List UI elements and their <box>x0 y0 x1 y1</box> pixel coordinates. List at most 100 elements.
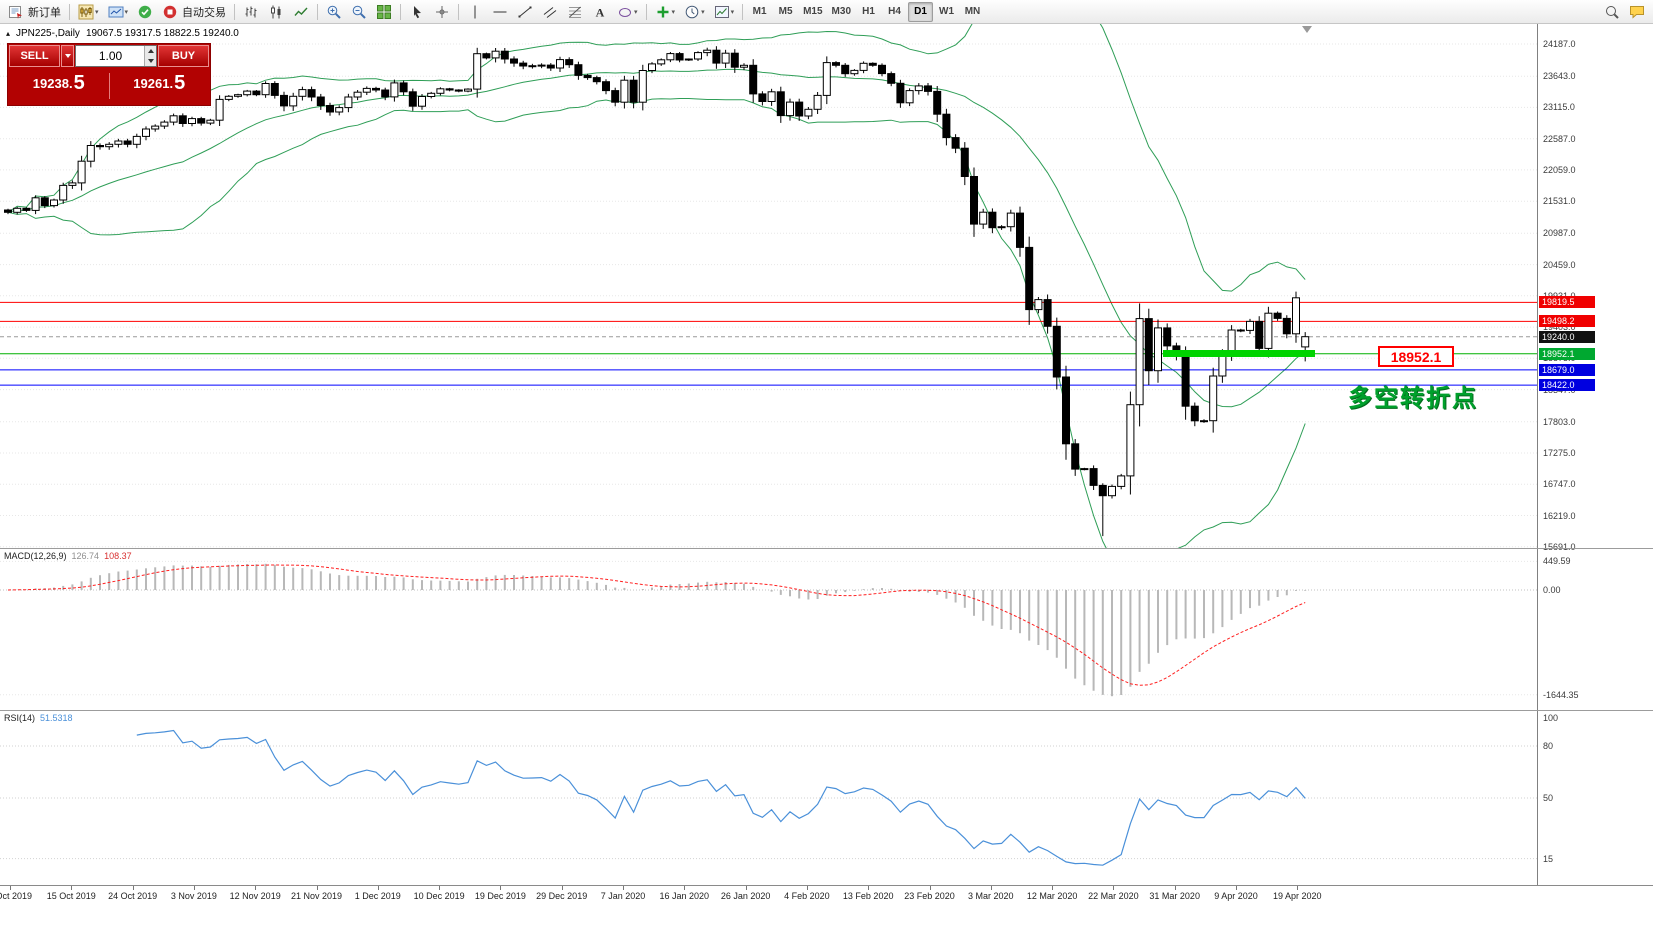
indicators-plus-icon <box>657 6 669 17</box>
cursor-button[interactable] <box>405 2 429 22</box>
trendline-button[interactable] <box>513 2 537 22</box>
timeframe-m5-button[interactable]: M5 <box>778 6 793 17</box>
timeframe-m15-button[interactable]: M15 <box>803 6 823 17</box>
date-axis-label: 1 Dec 2019 <box>354 891 401 901</box>
timeframe-m1-button[interactable]: M1 <box>752 6 767 17</box>
rsi-gridlines <box>0 745 1537 860</box>
terminal-button[interactable] <box>133 2 157 22</box>
zoom-in-button[interactable] <box>322 2 346 22</box>
buy-price-main: 19261. <box>133 75 174 91</box>
new-order-icon <box>9 5 22 19</box>
new-chart-button[interactable]: ▾ <box>74 2 103 22</box>
dropdown-caret-icon: ▾ <box>730 8 735 16</box>
timeframe-d1-button[interactable]: D1 <box>908 1 933 22</box>
date-tick <box>623 886 624 890</box>
date-axis-label: 16 Jan 2020 <box>659 891 710 901</box>
price-axis-label: 16747.0 <box>1543 479 1576 490</box>
price-axis-label: 16219.0 <box>1543 510 1576 521</box>
date-axis-label: 7 Jan 2020 <box>600 891 646 901</box>
volume-input[interactable] <box>76 46 156 66</box>
date-tick <box>1236 886 1237 890</box>
rsi-axis-label: 15 <box>1543 853 1554 864</box>
price-axis[interactable]: 24187.0 23643.0 23115.0 22587.0 22059.0 21531… <box>1537 24 1653 885</box>
date-axis-label: 23 Feb 2020 <box>904 891 955 901</box>
annotation-text[interactable]: 多空转折点 <box>1348 386 1478 412</box>
volume-step-up[interactable] <box>145 46 156 56</box>
vertical-line-button[interactable] <box>463 2 487 22</box>
chart-shift-icon[interactable] <box>1302 26 1312 33</box>
search-button[interactable] <box>1600 2 1624 22</box>
timeframe-h1-button[interactable]: H1 <box>862 6 875 17</box>
new-order-button[interactable]: 新订单 <box>4 2 65 22</box>
timeframe-w1-button[interactable]: W1 <box>939 6 954 17</box>
price-chart-panel[interactable] <box>0 24 1537 548</box>
support-line-drawing[interactable] <box>1163 350 1315 357</box>
price-axis-label: 20987.0 <box>1543 228 1576 239</box>
panel-separator[interactable] <box>0 710 1653 711</box>
trendline-icon <box>518 6 532 17</box>
volume-stepper[interactable] <box>144 46 156 66</box>
date-axis-label: 31 Mar 2020 <box>1149 891 1200 901</box>
date-axis-label: 9 Apr 2020 <box>1214 891 1258 901</box>
timeframe-mn-button[interactable]: MN <box>964 6 981 17</box>
buy-price: 19261. 5 <box>110 71 210 97</box>
date-tick <box>745 886 747 890</box>
bar-chart-button[interactable] <box>239 2 263 22</box>
macd-axis-label: 0.00 <box>1543 585 1561 595</box>
chat-button[interactable] <box>1625 2 1649 22</box>
periods-button[interactable]: ▾ <box>680 2 709 22</box>
autotrading-label: 自动交易 <box>182 6 227 19</box>
indicators-button[interactable]: ▾ <box>651 2 680 22</box>
rsi-panel[interactable] <box>0 710 1537 885</box>
panel-separator[interactable] <box>0 548 1653 549</box>
horizontal-line-button[interactable] <box>488 2 512 22</box>
dropdown-caret-icon: ▾ <box>671 8 676 16</box>
crosshair-button[interactable] <box>430 2 454 22</box>
macd-panel[interactable] <box>0 548 1537 710</box>
new-chart-icon <box>78 4 94 19</box>
date-tick <box>10 886 11 890</box>
chart-window: 24187.0 23643.0 23115.0 22587.0 22059.0 21531… <box>0 24 1653 945</box>
date-tick <box>806 886 808 890</box>
rsi-axis-label: 50 <box>1543 793 1554 803</box>
one-click-trading-panel: SELL BUY 19238. 5 19261. 5 <box>8 44 210 105</box>
fibonacci-button[interactable] <box>563 2 587 22</box>
search-icon <box>1606 5 1619 19</box>
candles <box>4 46 1310 537</box>
macd-signal-line <box>7 564 1306 686</box>
profiles-button[interactable]: ▾ <box>104 2 133 22</box>
volume-preset-dropdown[interactable] <box>61 45 74 67</box>
candlestick-chart-button[interactable] <box>264 2 288 22</box>
price-level-tag: 18952.1 <box>1539 347 1595 360</box>
line-chart-button[interactable] <box>289 2 313 22</box>
sell-button[interactable]: SELL <box>9 45 60 67</box>
volume-step-down[interactable] <box>145 56 156 66</box>
candlestick-plot <box>0 24 1537 548</box>
templates-button[interactable]: ▾ <box>710 2 739 22</box>
zoom-out-button[interactable] <box>347 2 371 22</box>
date-axis-label: 12 Nov 2019 <box>229 891 281 901</box>
volume-field-wrap <box>75 45 157 67</box>
collapse-one-click-icon[interactable]: ▴ <box>6 29 11 38</box>
tile-windows-button[interactable] <box>372 2 396 22</box>
date-axis[interactable]: 3 Oct 2019 15 Oct 2019 24 Oct 2019 3 Nov 20… <box>0 885 1653 905</box>
rsi-plot <box>0 729 1537 866</box>
date-axis-label: 12 Mar 2020 <box>1026 891 1078 901</box>
channel-button[interactable] <box>538 2 562 22</box>
tile-windows-icon <box>377 4 392 19</box>
shapes-button[interactable]: ▾ <box>613 2 642 22</box>
caret-up-icon <box>147 49 154 53</box>
buy-button[interactable]: BUY <box>158 45 209 67</box>
autotrading-button[interactable]: 自动交易 <box>158 2 230 22</box>
timeframe-h4-button[interactable]: H4 <box>888 6 901 17</box>
buy-price-pip: 5 <box>174 71 186 94</box>
bollinger-bands <box>7 24 1306 548</box>
candlestick-icon <box>271 5 281 18</box>
text-button[interactable]: A <box>588 2 612 22</box>
date-tick <box>561 886 563 890</box>
rsi-axis-label: 80 <box>1543 741 1554 751</box>
price-level-tag: 18679.0 <box>1539 363 1595 376</box>
price-annotation-label[interactable]: 18952.1 <box>1378 346 1454 367</box>
terminal-icon <box>138 5 152 18</box>
timeframe-m30-button[interactable]: M30 <box>831 6 851 17</box>
